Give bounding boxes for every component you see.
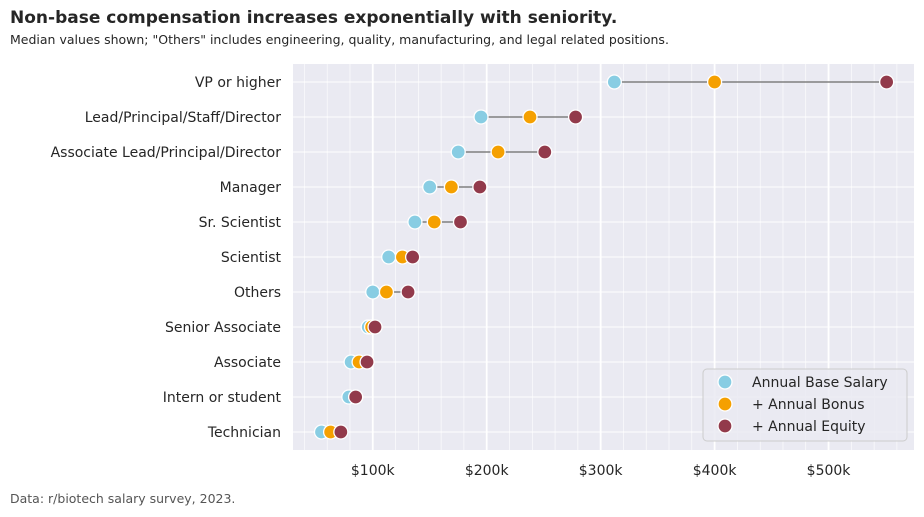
legend-marker-equity <box>717 418 733 434</box>
point-equity <box>537 144 553 160</box>
x-tick-label: $400k <box>693 463 738 479</box>
y-category-label: Associate Lead/Principal/Director <box>51 145 282 161</box>
point-equity <box>567 109 584 125</box>
point-base <box>422 179 438 195</box>
point-bonus <box>378 284 395 300</box>
x-tick-label: $500k <box>807 463 852 479</box>
x-tick-label: $200k <box>465 463 510 479</box>
point-base <box>365 284 381 300</box>
y-category-label: Lead/Principal/Staff/Director <box>85 110 282 126</box>
point-bonus <box>706 74 723 90</box>
point-bonus <box>426 214 442 230</box>
y-category-label: VP or higher <box>195 75 281 91</box>
y-category-label: Sr. Scientist <box>199 215 282 231</box>
legend-marker-base <box>717 374 733 390</box>
point-base <box>606 74 622 90</box>
point-equity <box>472 179 488 195</box>
x-tick-label: $300k <box>579 463 624 479</box>
legend-marker-bonus <box>717 396 733 412</box>
y-category-label: Technician <box>207 425 281 441</box>
x-tick-label: $100k <box>351 463 396 479</box>
point-bonus <box>522 109 538 125</box>
point-base <box>450 144 466 160</box>
legend-label: Annual Base Salary <box>752 375 888 391</box>
point-equity <box>348 389 364 405</box>
point-equity <box>333 424 349 440</box>
point-bonus <box>490 144 506 160</box>
point-equity <box>367 319 383 335</box>
point-equity <box>879 74 895 90</box>
legend-label: + Annual Bonus <box>752 397 865 413</box>
y-category-label: Others <box>234 285 281 301</box>
legend-label: + Annual Equity <box>752 419 866 435</box>
y-category-label: Associate <box>214 355 281 371</box>
chart-subtitle: Median values shown; "Others" includes e… <box>10 32 669 47</box>
y-category-label: Senior Associate <box>165 320 281 336</box>
point-equity <box>359 354 375 370</box>
y-category-label: Manager <box>220 180 282 196</box>
point-base <box>381 249 397 265</box>
point-base <box>407 214 423 230</box>
data-source-note: Data: r/biotech salary survey, 2023. <box>10 491 236 506</box>
chart-title: Non-base compensation increases exponent… <box>10 8 618 28</box>
point-equity <box>452 214 469 230</box>
y-category-label: Intern or student <box>163 390 282 406</box>
y-category-label: Scientist <box>221 250 282 266</box>
point-equity <box>404 249 421 265</box>
point-equity <box>400 284 416 300</box>
point-base <box>473 109 489 125</box>
legend-box <box>702 368 908 442</box>
point-bonus <box>443 179 460 195</box>
